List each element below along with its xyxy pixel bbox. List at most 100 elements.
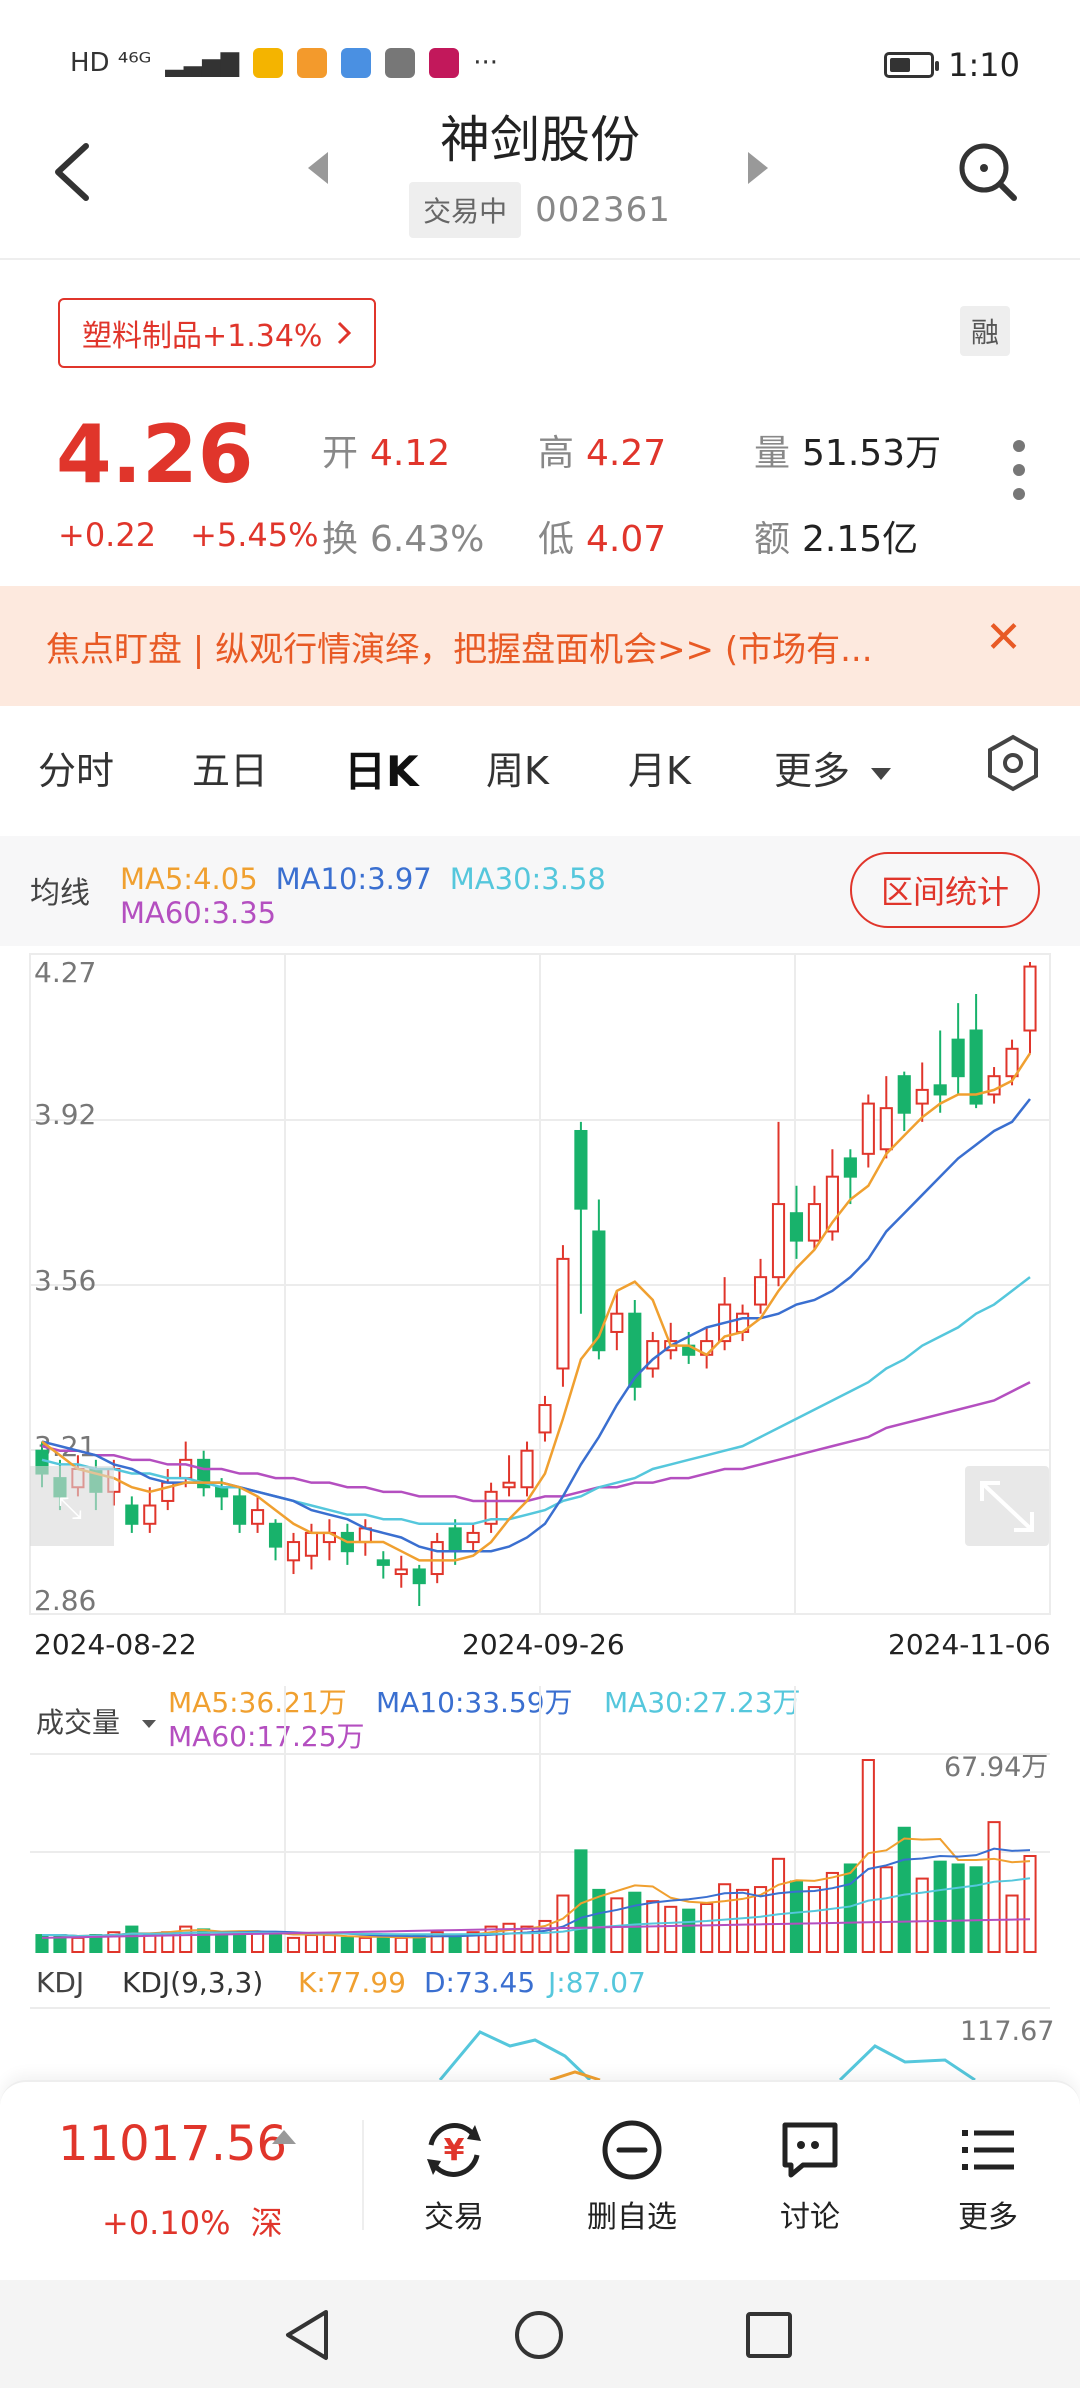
app-notification-icon-4 xyxy=(385,48,416,78)
chat-icon xyxy=(782,2122,838,2178)
volume-ma5-line xyxy=(42,1837,1031,1939)
candle xyxy=(628,1299,642,1401)
open-cell: 开 4.12 xyxy=(322,433,451,474)
volume-bar xyxy=(915,1877,929,1954)
banner-text[interactable]: 焦点盯盘 | 纵观行情演绎，把握盘面机会>> (市场有... xyxy=(46,630,873,670)
candle xyxy=(520,1441,534,1497)
chart-settings-button[interactable] xyxy=(984,734,1042,796)
tab-monthly-k[interactable]: 月K xyxy=(628,749,691,793)
volume-bar xyxy=(394,1936,408,1953)
volume-bar xyxy=(520,1925,534,1954)
more-options-icon[interactable] xyxy=(1013,440,1025,500)
back-button[interactable] xyxy=(48,140,98,201)
battery-icon xyxy=(884,52,940,78)
kdj-k-line xyxy=(549,2070,601,2080)
candle xyxy=(322,1519,336,1561)
settings-hexagon-icon xyxy=(988,734,1038,792)
scroll-left-handle[interactable]: ⤡ xyxy=(30,1466,114,1546)
volume-bar xyxy=(682,1908,696,1953)
kdj-j-line-2 xyxy=(838,2044,976,2080)
volume-bar xyxy=(879,1866,893,1954)
nav-home-button[interactable] xyxy=(512,2308,566,2362)
amount-value: 2.15亿 xyxy=(802,519,919,560)
candle xyxy=(161,1468,175,1511)
tab-more-label: 更多 xyxy=(774,749,851,793)
volume-bar xyxy=(107,1931,121,1953)
volume-cell: 量 51.53万 xyxy=(754,433,942,474)
kline-chart[interactable]: 4.27 3.92 3.56 3.21 2.86 ⤡ 2024-08-22 20… xyxy=(0,946,1080,2080)
volume-bar xyxy=(376,1936,390,1953)
discussion-label: 讨论 xyxy=(780,2200,840,2235)
sector-tag-button[interactable]: 塑料制品+1.34% xyxy=(58,298,377,368)
volume-bar xyxy=(215,1934,229,1954)
tab-weekly-k[interactable]: 周K xyxy=(486,749,549,793)
low-cell: 低 4.07 xyxy=(538,519,667,560)
tab-five-day[interactable]: 五日 xyxy=(192,749,269,793)
more-notifications-icon: ··· xyxy=(473,48,498,78)
candle xyxy=(556,1245,570,1387)
range-stats-button[interactable]: 区间统计 xyxy=(850,852,1040,928)
nav-back-button[interactable] xyxy=(282,2308,332,2362)
volume-bar xyxy=(987,1821,1001,1954)
candle xyxy=(394,1555,408,1588)
volume-bar xyxy=(179,1925,193,1954)
candle xyxy=(125,1496,139,1533)
volume-bar xyxy=(286,1936,301,1953)
ma60-line xyxy=(41,1381,1031,1503)
candle xyxy=(771,1121,786,1287)
tab-intraday[interactable]: 分时 xyxy=(38,749,115,793)
stock-subline: 交易中 002361 xyxy=(0,182,1080,238)
volume-label[interactable]: 成交量 xyxy=(36,1706,120,1739)
volume-ma-lines-group xyxy=(41,1837,1031,1939)
price-change: +0.22 xyxy=(58,516,157,554)
volume-max-label: 67.94万 xyxy=(944,1752,1048,1783)
tab-more[interactable]: 更多 xyxy=(774,740,892,795)
remove-watchlist-button[interactable]: 删自选 xyxy=(572,2110,692,2236)
clock: 1:10 xyxy=(948,46,1020,84)
discussion-button[interactable]: 讨论 xyxy=(750,2110,870,2236)
candle xyxy=(502,1455,516,1497)
search-button[interactable] xyxy=(956,140,1020,208)
index-name: 深 xyxy=(250,2204,283,2242)
trade-button[interactable]: ¥ 交易 xyxy=(394,2110,514,2236)
ma5-line xyxy=(41,1052,1032,1562)
index-expand-icon[interactable] xyxy=(272,2130,296,2144)
prev-stock-button[interactable] xyxy=(306,150,330,190)
tab-daily-k[interactable]: 日K xyxy=(344,747,419,796)
candle xyxy=(1005,1039,1019,1086)
candle xyxy=(466,1523,480,1552)
index-value[interactable]: 11017.56 xyxy=(58,2116,288,2172)
volume-bar xyxy=(430,1931,444,1953)
kdj-d: D:73.45 xyxy=(424,1966,535,1999)
candle xyxy=(592,1199,606,1360)
fullscreen-button[interactable] xyxy=(965,1466,1049,1546)
nav-recents-button[interactable] xyxy=(744,2310,794,2360)
volume-bar xyxy=(502,1922,516,1954)
x-axis-label: 2024-08-22 xyxy=(34,1628,197,1661)
candle xyxy=(448,1519,462,1565)
volume-bar xyxy=(592,1888,606,1953)
back-arrow-icon xyxy=(55,143,89,201)
high-cell: 高 4.27 xyxy=(538,433,667,474)
remove-watchlist-label: 删自选 xyxy=(587,2200,677,2235)
candle xyxy=(843,1149,857,1205)
volume-ma10: MA10:33.59万 xyxy=(376,1686,573,1719)
volume-dropdown-icon[interactable] xyxy=(142,1720,156,1728)
status-bar: HD ⁴⁶ᴳ ▂▃▅▇ ··· 1:10 xyxy=(0,0,1080,120)
volume-bar xyxy=(718,1883,732,1953)
volume-bar xyxy=(664,1905,678,1954)
ma-label[interactable]: 均线 xyxy=(30,876,90,911)
candle xyxy=(807,1185,822,1250)
bottom-bar xyxy=(0,2080,1080,2282)
more-button[interactable]: 更多 xyxy=(928,2110,1048,2236)
margin-trading-badge[interactable]: 融 xyxy=(960,306,1010,356)
promo-banner[interactable] xyxy=(0,586,1080,706)
ma10-value: MA10:3.97 xyxy=(275,862,432,896)
close-icon[interactable]: ✕ xyxy=(985,612,1022,663)
volume-bar xyxy=(304,1934,319,1954)
next-stock-button[interactable] xyxy=(746,150,770,190)
volume-bar xyxy=(268,1934,283,1954)
y-tick-label: 2.86 xyxy=(34,1584,96,1617)
volume-bar xyxy=(951,1863,965,1953)
x-axis-label: 2024-11-06 xyxy=(888,1628,1051,1661)
